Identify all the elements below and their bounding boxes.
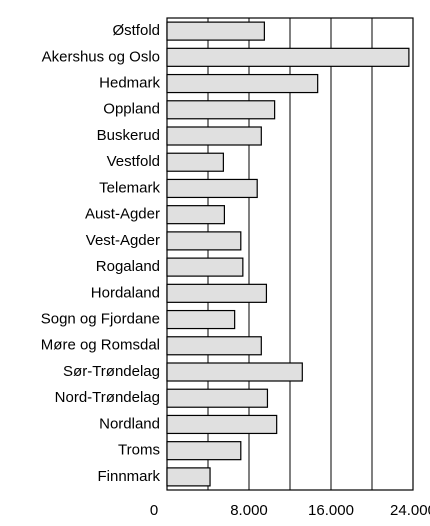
y-tick-label: Vest-Agder xyxy=(86,232,160,249)
y-tick-label: Vestfold xyxy=(107,153,160,170)
bar xyxy=(166,257,244,277)
y-tick-label: Akershus og Oslo xyxy=(42,48,160,65)
y-tick-label: Buskerud xyxy=(97,127,160,144)
y-tick-label: Oppland xyxy=(103,101,160,118)
x-tick-label: 24.000 xyxy=(390,502,430,519)
x-tick-label: 16.000 xyxy=(308,502,354,519)
y-tick-label: Hedmark xyxy=(99,75,160,92)
bar xyxy=(166,467,211,487)
bar xyxy=(166,21,265,41)
y-tick-label: Sogn og Fjordane xyxy=(41,311,160,328)
bar xyxy=(166,47,410,67)
y-tick-label: Sør-Trøndelag xyxy=(63,363,160,380)
bar xyxy=(166,205,226,225)
x-tick-label: 0 xyxy=(150,502,158,519)
y-tick-label: Finnmark xyxy=(97,468,160,485)
bar xyxy=(166,152,224,172)
bar xyxy=(166,231,242,251)
y-tick-label: Hordaland xyxy=(91,284,160,301)
bar xyxy=(166,362,303,382)
bar xyxy=(166,414,278,435)
bar xyxy=(166,283,268,303)
y-tick-label: Troms xyxy=(118,442,160,459)
y-tick-label: Telemark xyxy=(99,179,160,196)
bar xyxy=(166,73,319,94)
bar xyxy=(166,126,262,146)
y-tick-label: Nordland xyxy=(99,415,160,432)
bar xyxy=(166,441,242,461)
x-tick-label: 8.000 xyxy=(230,502,268,519)
y-tick-label: Nord-Trøndelag xyxy=(55,389,160,406)
bar xyxy=(166,309,236,330)
bar xyxy=(166,388,269,408)
bar xyxy=(166,336,262,356)
y-tick-label: Østfold xyxy=(112,22,160,39)
y-tick-label: Møre og Romsdal xyxy=(41,337,160,354)
y-tick-label: Aust-Agder xyxy=(85,206,160,223)
y-tick-label: Rogaland xyxy=(96,258,160,275)
bar xyxy=(166,178,258,199)
bar xyxy=(166,100,276,120)
